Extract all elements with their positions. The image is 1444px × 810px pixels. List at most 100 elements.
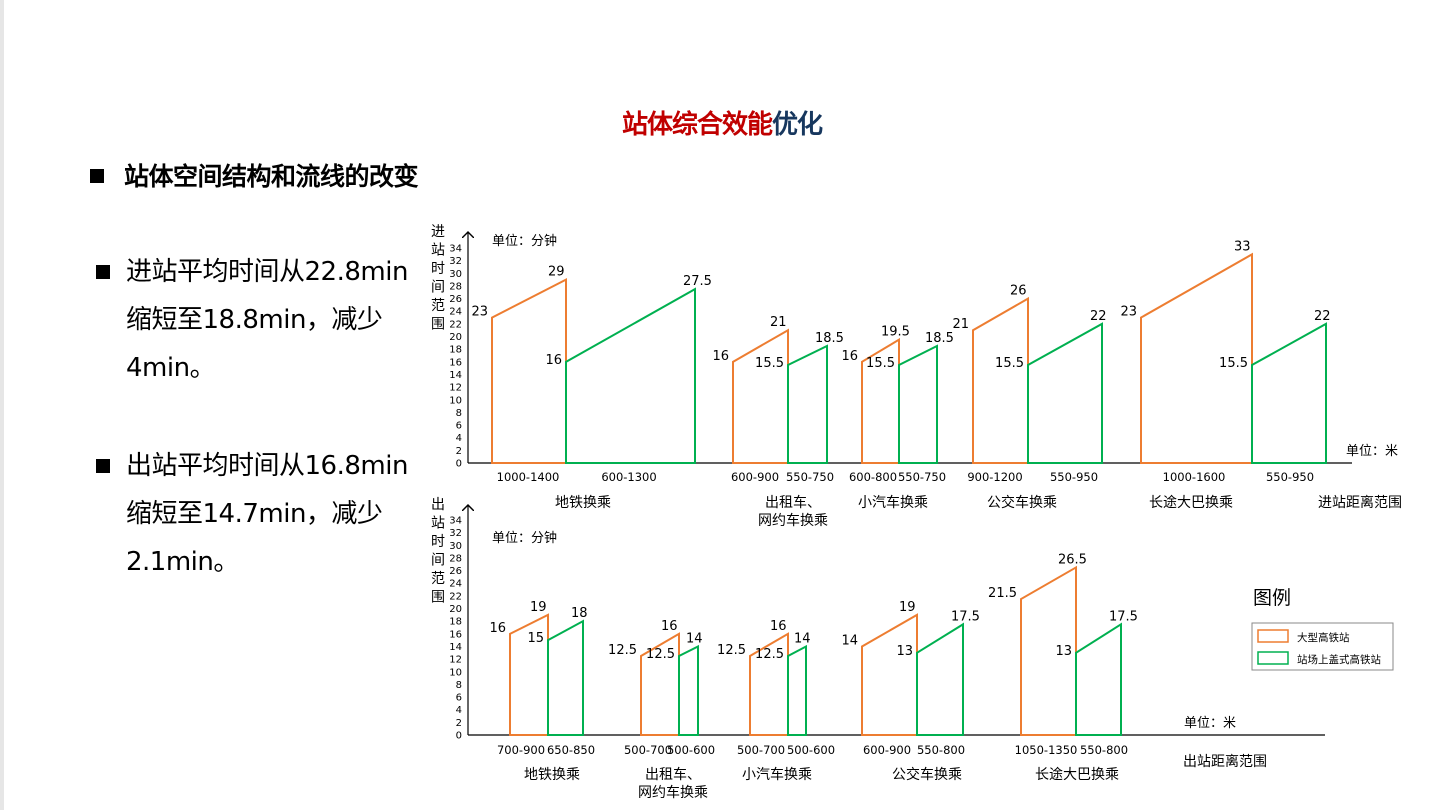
- y-tick-label: 30: [449, 541, 462, 552]
- data-label: 14: [841, 633, 858, 648]
- x-range-label: 600-1300: [601, 470, 656, 484]
- y-axis-label-char: 时: [431, 261, 445, 277]
- series-cover-station-shape: [565, 287, 696, 464]
- series-large-station-shape: [640, 632, 680, 736]
- data-label: 17.5: [951, 609, 980, 624]
- series-large-station-shape: [732, 328, 789, 464]
- data-label: 27.5: [683, 274, 712, 289]
- x-range-label: 600-800: [849, 470, 897, 484]
- x-range-label: 550-750: [786, 470, 834, 484]
- data-label: 14: [686, 631, 703, 646]
- y-tick-label: 26: [449, 566, 462, 577]
- y-tick-label: 20: [449, 332, 462, 343]
- y-axis-label-char: 时: [431, 534, 445, 550]
- y-tick-label: 28: [449, 553, 462, 564]
- title-part-red: 站体综合效能: [621, 110, 773, 140]
- data-label: 18.5: [815, 331, 844, 346]
- x-range-label: 600-900: [731, 470, 779, 484]
- y-axis-label-char: 围: [431, 590, 445, 606]
- y-axis-label-char: 进: [431, 224, 445, 240]
- data-label: 16: [712, 349, 729, 364]
- section-heading: 站体空间结构和流线的改变: [90, 157, 419, 193]
- series-large-station-shape: [861, 337, 900, 464]
- bullet-exit-time: 出站平均时间从16.8min缩短至14.7min，减少2.1min。: [96, 442, 426, 586]
- y-tick-label: 2: [456, 446, 462, 457]
- series-large-station-shape: [509, 613, 549, 736]
- square-bullet-icon: [90, 169, 104, 183]
- series-cover-station-shape: [678, 644, 699, 736]
- y-tick-label: 30: [449, 269, 462, 280]
- series-cover-station-shape: [916, 622, 964, 736]
- y-tick-label: 6: [456, 421, 462, 432]
- group-name-label: 长途大巴换乘: [1035, 766, 1119, 783]
- data-label: 15: [527, 631, 544, 646]
- y-tick-label: 10: [449, 667, 462, 678]
- y-axis-label-char: 范: [431, 570, 445, 587]
- y-tick-label: 6: [456, 693, 462, 704]
- data-label: 19: [530, 600, 547, 615]
- y-axis-label-char: 站: [431, 243, 445, 259]
- y-tick-label: 10: [449, 395, 462, 406]
- legend-swatch-large: [1257, 629, 1289, 643]
- data-label: 12.5: [717, 643, 746, 658]
- square-bullet-icon: [96, 459, 110, 473]
- data-label: 21: [770, 315, 787, 330]
- y-tick-label: 4: [456, 433, 462, 444]
- section-heading-text: 站体空间结构和流线的改变: [124, 162, 419, 191]
- y-tick-label: 8: [456, 408, 462, 419]
- data-label: 26: [1010, 284, 1027, 299]
- slide-title: 站体综合效能优化: [0, 104, 1444, 141]
- data-label: 29: [548, 265, 565, 280]
- legend-swatch-cover: [1257, 651, 1289, 665]
- group-name-label: 出租车、: [645, 766, 701, 783]
- data-label: 33: [1234, 239, 1251, 254]
- bullet-text: 出站平均时间从16.8min缩短至14.7min，减少2.1min。: [126, 451, 408, 577]
- group-name-label: 出租车、: [765, 494, 821, 511]
- data-label: 16: [770, 619, 787, 634]
- data-label: 16: [489, 621, 506, 636]
- x-unit-label: 单位：米: [1184, 716, 1236, 731]
- data-label: 19.5: [881, 325, 910, 340]
- x-range-label: 700-900: [497, 743, 545, 757]
- series-cover-station-shape: [1075, 622, 1122, 736]
- square-bullet-icon: [96, 265, 110, 279]
- x-range-label: 650-850: [547, 743, 595, 757]
- series-cover-station-shape: [1251, 322, 1327, 464]
- series-large-station-shape: [972, 296, 1029, 464]
- bullet-entry-time: 进站平均时间从22.8min缩短至18.8min，减少4min。: [96, 248, 426, 392]
- legend-label-cover: 站场上盖式高铁站: [1297, 653, 1381, 666]
- legend-title: 图例: [1253, 587, 1291, 609]
- bullet-text: 进站平均时间从22.8min缩短至18.8min，减少4min。: [126, 257, 408, 383]
- title-part-blue: 优化: [772, 110, 823, 140]
- y-tick-label: 22: [449, 319, 462, 330]
- x-axis-title: 出站距离范围: [1183, 753, 1267, 770]
- x-range-label: 1000-1600: [1163, 470, 1226, 484]
- data-label: 21.5: [988, 586, 1017, 601]
- group-name-label: 小汽车换乘: [858, 494, 928, 511]
- series-large-station-shape: [861, 613, 918, 736]
- series-large-station-shape: [749, 632, 789, 736]
- x-range-label: 550-800: [1080, 743, 1128, 757]
- data-label: 15.5: [1219, 356, 1248, 371]
- data-label: 15.5: [995, 356, 1024, 371]
- data-label: 23: [1120, 305, 1137, 320]
- y-unit-label: 单位：分钟: [492, 233, 557, 249]
- y-axis-label-char: 出: [431, 497, 445, 513]
- data-label: 17.5: [1109, 609, 1138, 624]
- y-tick-label: 26: [449, 294, 462, 305]
- y-tick-label: 22: [449, 591, 462, 602]
- series-large-station-shape: [1020, 565, 1077, 736]
- y-tick-label: 14: [449, 370, 462, 381]
- x-axis-title: 进站距离范围: [1318, 494, 1402, 511]
- y-tick-label: 34: [449, 516, 462, 527]
- series-large-station-shape: [1140, 252, 1253, 464]
- y-tick-label: 28: [449, 281, 462, 292]
- y-tick-label: 18: [449, 345, 462, 356]
- series-cover-station-shape: [787, 344, 828, 464]
- group-name-label: 长途大巴换乘: [1149, 494, 1233, 511]
- y-tick-label: 0: [456, 459, 462, 470]
- x-range-label: 550-750: [898, 470, 946, 484]
- y-tick-label: 16: [449, 357, 462, 368]
- data-label: 15.5: [755, 356, 784, 371]
